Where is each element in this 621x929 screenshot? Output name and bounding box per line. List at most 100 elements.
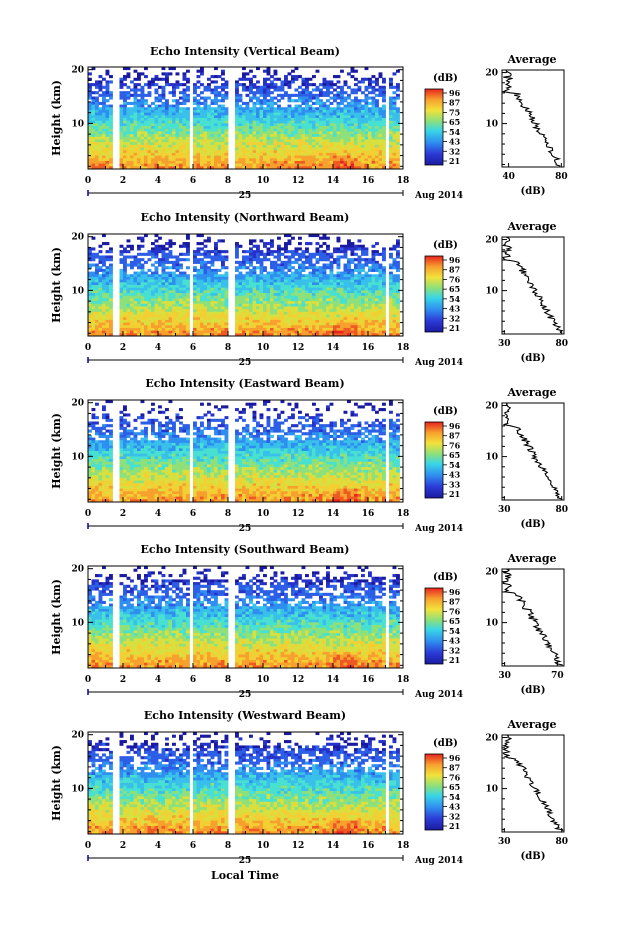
heatmap-cell <box>315 158 320 162</box>
heatmap-cell <box>186 109 190 114</box>
heatmap-cell <box>354 303 358 307</box>
heatmap-cell <box>277 104 281 108</box>
heatmap-cell <box>140 150 145 154</box>
heatmap-cell <box>144 327 148 332</box>
heatmap-cell <box>196 69 201 73</box>
heatmap-cell <box>140 317 145 321</box>
heatmap-cell <box>382 131 386 135</box>
heatmap-cell <box>294 93 299 97</box>
heatmap-cell <box>357 330 362 334</box>
heatmap-cell <box>273 88 278 92</box>
heatmap-cell <box>256 163 260 167</box>
heatmap-cell <box>238 139 243 143</box>
heatmap-cell <box>357 274 362 278</box>
heatmap-cell <box>263 303 267 307</box>
heatmap-cell <box>147 290 152 294</box>
heatmap-cell <box>319 83 323 87</box>
heatmap-cell <box>312 276 316 281</box>
heatmap-cell <box>196 101 201 105</box>
heatmap-cell <box>280 134 285 138</box>
heatmap-cell <box>350 128 355 132</box>
heatmap-cell <box>357 120 362 124</box>
heatmap-cell <box>382 104 386 108</box>
heatmap-cell <box>186 266 190 270</box>
heatmap-cell <box>266 311 271 315</box>
heatmap-cell <box>301 287 306 291</box>
heatmap-cell <box>354 83 358 87</box>
heatmap-cell <box>319 298 323 302</box>
heatmap-cell <box>235 330 239 334</box>
heatmap-cell <box>270 144 274 148</box>
heatmap-cell <box>322 333 327 336</box>
heatmap-cell <box>133 314 138 318</box>
heatmap-cell <box>98 107 103 111</box>
heatmap-cell <box>277 285 281 289</box>
heatmap-cell <box>109 134 113 138</box>
heatmap-cell <box>186 274 190 278</box>
heatmap-cell <box>193 306 197 310</box>
heatmap-cell <box>305 285 309 289</box>
heatmap-cell <box>95 311 99 315</box>
heatmap-cell <box>312 109 316 114</box>
heatmap-cell <box>284 314 288 318</box>
heatmap-cell <box>305 290 309 294</box>
heatmap-cell <box>102 322 106 326</box>
heatmap-cell <box>305 317 309 321</box>
heatmap-cell <box>207 236 211 240</box>
heatmap-cell <box>305 107 309 111</box>
heatmap-cell <box>119 276 124 281</box>
heatmap-cell <box>119 325 124 329</box>
heatmap-cell <box>130 247 134 251</box>
heatmap-cell <box>308 293 313 297</box>
heatmap-cell <box>336 104 341 108</box>
heatmap-cell <box>154 163 159 167</box>
heatmap-cell <box>203 276 208 281</box>
heatmap-cell <box>343 282 348 286</box>
heatmap-cell <box>273 276 278 281</box>
heatmap-cell <box>245 311 250 315</box>
heatmap-cell <box>361 112 365 116</box>
heatmap-cell <box>392 152 397 156</box>
heatmap-cell <box>224 166 229 169</box>
heatmap-cell <box>91 252 96 256</box>
heatmap-cell <box>256 250 260 254</box>
heatmap-cell <box>294 317 299 321</box>
heatmap-cell <box>280 147 285 151</box>
heatmap-cell <box>130 325 134 329</box>
heatmap-cell <box>298 139 302 143</box>
heatmap-cell <box>308 298 313 302</box>
heatmap-cell <box>291 136 295 140</box>
heatmap-cell <box>193 96 197 100</box>
heatmap-cell <box>200 120 204 124</box>
heatmap-cell <box>340 244 344 248</box>
heatmap-cell <box>270 311 274 315</box>
heatmap-cell <box>168 274 173 278</box>
heatmap-cell <box>151 279 155 283</box>
heatmap-cell <box>186 311 190 315</box>
heatmap-cell <box>98 166 103 169</box>
heatmap-cell <box>357 295 362 299</box>
heatmap-cell <box>119 268 124 272</box>
heatmap-cell <box>364 77 369 81</box>
heatmap-cell <box>294 293 299 297</box>
heatmap-cell <box>235 147 239 151</box>
heatmap-cell <box>172 166 176 169</box>
heatmap-cell <box>347 285 351 289</box>
heatmap-cell <box>140 298 145 302</box>
heatmap-cell <box>217 327 222 332</box>
heatmap-cell <box>207 147 211 151</box>
heatmap-cell <box>98 88 103 92</box>
heatmap-cell <box>154 301 159 305</box>
heatmap-cell <box>172 91 176 95</box>
heatmap-cell <box>364 101 369 105</box>
heatmap-cell <box>98 266 103 270</box>
heatmap-cell <box>95 104 99 108</box>
heatmap-cell <box>249 91 253 95</box>
heatmap-cell <box>144 155 148 159</box>
heatmap-cell <box>203 290 208 294</box>
heatmap-cell <box>375 150 379 154</box>
heatmap-cell <box>175 282 180 286</box>
heatmap-cell <box>137 101 141 105</box>
heatmap-cell <box>263 306 267 310</box>
heatmap-cell <box>200 152 204 156</box>
